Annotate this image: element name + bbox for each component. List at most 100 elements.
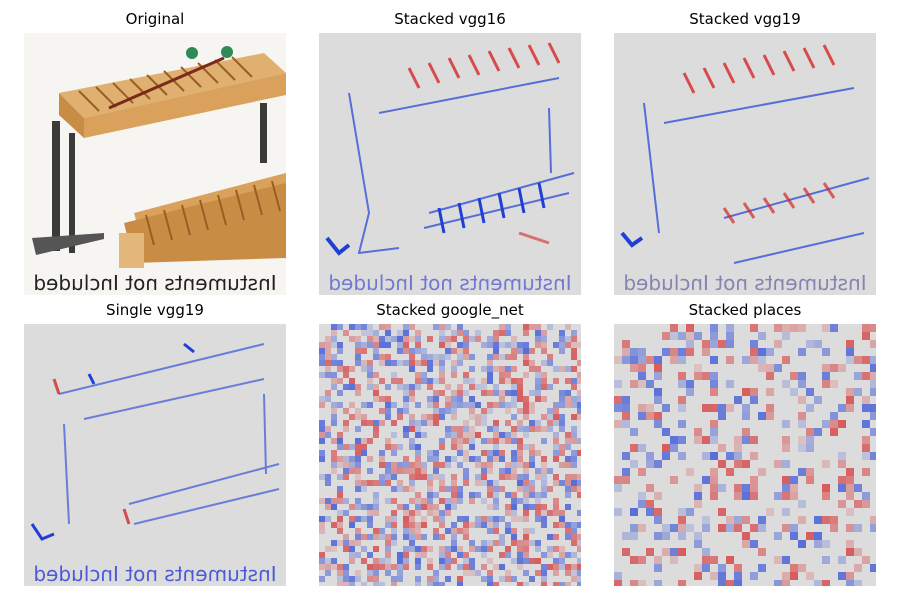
heatmap-cell	[433, 510, 439, 516]
heatmap-cell	[421, 516, 427, 522]
heatmap-cell	[385, 414, 391, 420]
heatmap-cell	[614, 484, 622, 492]
heatmap-cell	[397, 342, 403, 348]
heatmap-cell	[319, 420, 325, 426]
heatmap-cell	[565, 570, 571, 576]
heatmap-cell	[343, 408, 349, 414]
heatmap-cell	[373, 498, 379, 504]
heatmap-cell	[622, 532, 630, 540]
heatmap-cell	[361, 480, 367, 486]
heatmap-cell	[385, 408, 391, 414]
heatmap-cell	[487, 378, 493, 384]
heatmap-cell	[646, 404, 654, 412]
heatmap-cell	[822, 372, 830, 380]
heatmap-cell	[475, 420, 481, 426]
heatmap-cell	[854, 580, 862, 586]
heatmap-cell	[415, 510, 421, 516]
heatmap-cell	[726, 332, 734, 340]
heatmap-cell	[457, 402, 463, 408]
heatmap-cell	[541, 348, 547, 354]
heatmap-cell	[415, 432, 421, 438]
heatmap-cell	[493, 342, 499, 348]
heatmap-cell	[331, 330, 337, 336]
heatmap-cell	[511, 336, 517, 342]
heatmap-cell	[403, 468, 409, 474]
heatmap-cell	[662, 444, 670, 452]
heatmap-cell	[505, 342, 511, 348]
heatmap-cell	[439, 498, 445, 504]
heatmap-cell	[726, 324, 734, 332]
heatmap-cell	[451, 408, 457, 414]
heatmap-cell	[814, 532, 822, 540]
heatmap-cell	[862, 556, 870, 564]
heatmap-cell	[349, 444, 355, 450]
heatmap-cell	[577, 342, 581, 348]
heatmap-cell	[758, 348, 766, 356]
heatmap-cell	[798, 468, 806, 476]
heatmap-cell	[391, 582, 397, 586]
heatmap-cell	[854, 548, 862, 556]
heatmap-cell	[355, 324, 361, 330]
heatmap-cell	[742, 540, 750, 548]
heatmap-cell	[734, 516, 742, 524]
heatmap-cell	[511, 516, 517, 522]
heatmap-cell	[565, 390, 571, 396]
heatmap-cell	[742, 492, 750, 500]
heatmap-cell	[830, 412, 838, 420]
heatmap-cell	[319, 360, 325, 366]
heatmap-cell	[331, 384, 337, 390]
heatmap-cell	[445, 510, 451, 516]
heatmap-cell	[373, 426, 379, 432]
heatmap-cell	[421, 534, 427, 540]
heatmap-cell	[678, 532, 686, 540]
heatmap-cell	[475, 336, 481, 342]
heatmap-cell	[571, 528, 577, 534]
heatmap-cell	[523, 516, 529, 522]
heatmap-cell	[541, 384, 547, 390]
heatmap-cell	[750, 388, 758, 396]
heatmap-cell	[734, 396, 742, 404]
heatmap-cell	[553, 342, 559, 348]
heatmap-cell	[654, 396, 662, 404]
heatmap-cell	[511, 432, 517, 438]
heatmap-cell	[670, 524, 678, 532]
heatmap-cell	[481, 438, 487, 444]
heatmap-cell	[319, 438, 325, 444]
heatmap-cell	[577, 564, 581, 570]
heatmap-cell	[529, 492, 535, 498]
heatmap-cell	[553, 522, 559, 528]
heatmap-cell	[571, 534, 577, 540]
heatmap-cell	[830, 420, 838, 428]
heatmap-cell	[463, 330, 469, 336]
heatmap-cell	[529, 390, 535, 396]
heatmap-cell	[439, 378, 445, 384]
heatmap-cell	[349, 336, 355, 342]
heatmap-cell	[415, 522, 421, 528]
heatmap-cell	[415, 534, 421, 540]
heatmap-cell	[710, 388, 718, 396]
heatmap-cell	[499, 456, 505, 462]
heatmap-cell	[403, 330, 409, 336]
heatmap-cell	[646, 380, 654, 388]
heatmap-cell	[337, 390, 343, 396]
heatmap-cell	[559, 546, 565, 552]
heatmap-cell	[439, 444, 445, 450]
heatmap-cell	[349, 504, 355, 510]
heatmap-cell	[499, 378, 505, 384]
heatmap-cell	[379, 354, 385, 360]
heatmap-cell	[367, 402, 373, 408]
heatmap-cell	[439, 342, 445, 348]
heatmap-cell	[523, 426, 529, 432]
heatmap-cell	[742, 516, 750, 524]
heatmap-cell	[487, 540, 493, 546]
heatmap-cell	[782, 332, 790, 340]
heatmap-cell	[403, 396, 409, 402]
heatmap-cell	[457, 582, 463, 586]
heatmap-cell	[475, 402, 481, 408]
heatmap-cell	[391, 468, 397, 474]
heatmap-cell	[439, 486, 445, 492]
heatmap-cell	[718, 524, 726, 532]
heatmap-cell	[385, 384, 391, 390]
heatmap-cell	[463, 468, 469, 474]
heatmap-cell	[678, 404, 686, 412]
